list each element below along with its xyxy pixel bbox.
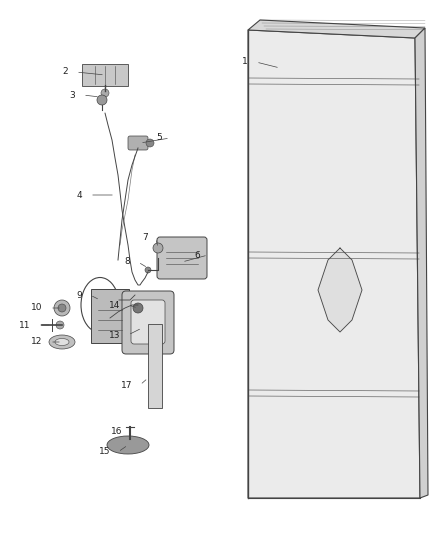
Circle shape	[146, 139, 154, 147]
Text: 16: 16	[110, 427, 122, 437]
Polygon shape	[415, 28, 428, 498]
Text: 6: 6	[194, 251, 200, 260]
Ellipse shape	[107, 436, 149, 454]
Text: 5: 5	[156, 133, 162, 142]
Circle shape	[54, 300, 70, 316]
Text: 7: 7	[142, 233, 148, 243]
Text: 9: 9	[76, 290, 82, 300]
Text: 17: 17	[120, 381, 132, 390]
FancyBboxPatch shape	[148, 324, 162, 408]
Text: 12: 12	[31, 337, 42, 346]
Ellipse shape	[55, 338, 69, 345]
Circle shape	[101, 89, 109, 97]
Polygon shape	[248, 30, 420, 498]
Circle shape	[145, 267, 151, 273]
Circle shape	[97, 95, 107, 105]
Text: 2: 2	[62, 68, 68, 77]
Text: 3: 3	[69, 91, 75, 100]
Text: 4: 4	[76, 190, 82, 199]
Circle shape	[58, 304, 66, 312]
Ellipse shape	[49, 335, 75, 349]
FancyBboxPatch shape	[128, 136, 148, 150]
FancyBboxPatch shape	[82, 64, 128, 86]
Polygon shape	[318, 248, 362, 332]
FancyBboxPatch shape	[91, 289, 129, 343]
FancyBboxPatch shape	[122, 291, 174, 354]
Text: 10: 10	[31, 303, 42, 312]
Circle shape	[56, 321, 64, 329]
FancyBboxPatch shape	[131, 300, 165, 344]
Text: 14: 14	[109, 301, 120, 310]
Circle shape	[153, 243, 163, 253]
Circle shape	[133, 303, 143, 313]
Text: 11: 11	[18, 320, 30, 329]
Text: 1: 1	[242, 58, 248, 67]
Text: 13: 13	[109, 330, 120, 340]
Text: 15: 15	[99, 448, 110, 456]
Polygon shape	[248, 20, 425, 38]
Text: 8: 8	[124, 257, 130, 266]
FancyBboxPatch shape	[157, 237, 207, 279]
